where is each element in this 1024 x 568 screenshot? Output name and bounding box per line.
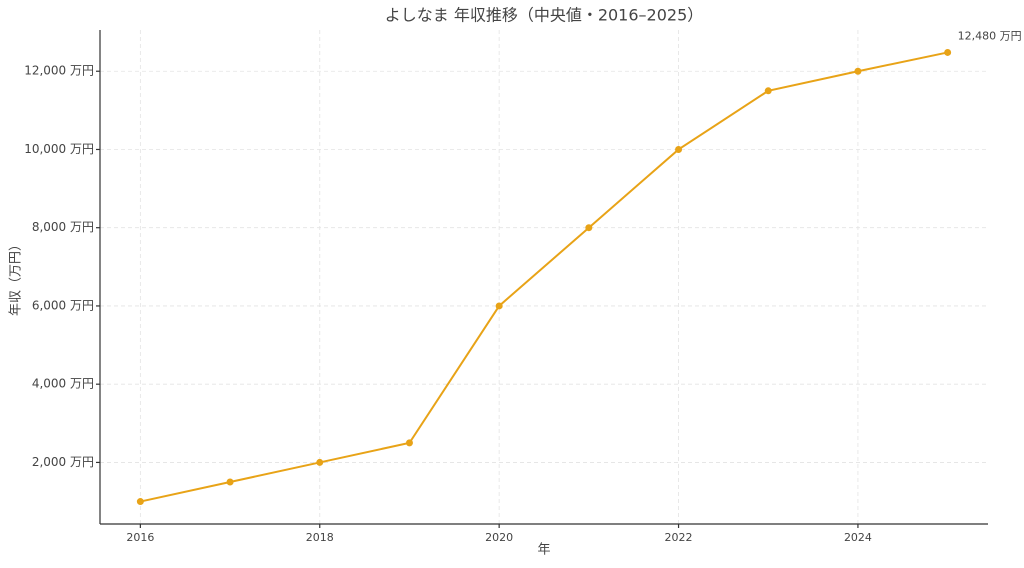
chart-title: よしなま 年収推移（中央値・2016–2025） xyxy=(385,6,704,25)
y-tick-label: 10,000 万円 xyxy=(24,142,94,156)
point xyxy=(944,48,952,56)
point xyxy=(405,439,413,447)
y-tick-label: 12,000 万円 xyxy=(24,64,94,78)
annotation: 12,480 万円 xyxy=(958,29,1022,42)
point xyxy=(316,458,324,466)
x-tick-label: 2020 xyxy=(485,531,513,544)
x-tick-label: 2024 xyxy=(844,531,872,544)
y-tick-label: 6,000 万円 xyxy=(32,298,94,312)
line xyxy=(140,51,948,503)
point xyxy=(764,87,772,95)
x-axis-label: 年 xyxy=(537,543,550,558)
y-tick-label: 4,000 万円 xyxy=(32,377,94,391)
point xyxy=(226,478,234,486)
point xyxy=(675,145,683,153)
point xyxy=(585,224,593,232)
x-tick-label: 2016 xyxy=(126,531,154,544)
x-tick-label: 2022 xyxy=(665,531,693,544)
y-tick-label: 8,000 万円 xyxy=(32,220,94,234)
point xyxy=(136,498,144,506)
y-tick-label: 2,000 万円 xyxy=(32,455,94,469)
point xyxy=(495,302,503,310)
x-tick-label: 2018 xyxy=(306,531,334,544)
y-axis-label: 年収（万円） xyxy=(9,238,24,316)
point xyxy=(854,67,862,75)
